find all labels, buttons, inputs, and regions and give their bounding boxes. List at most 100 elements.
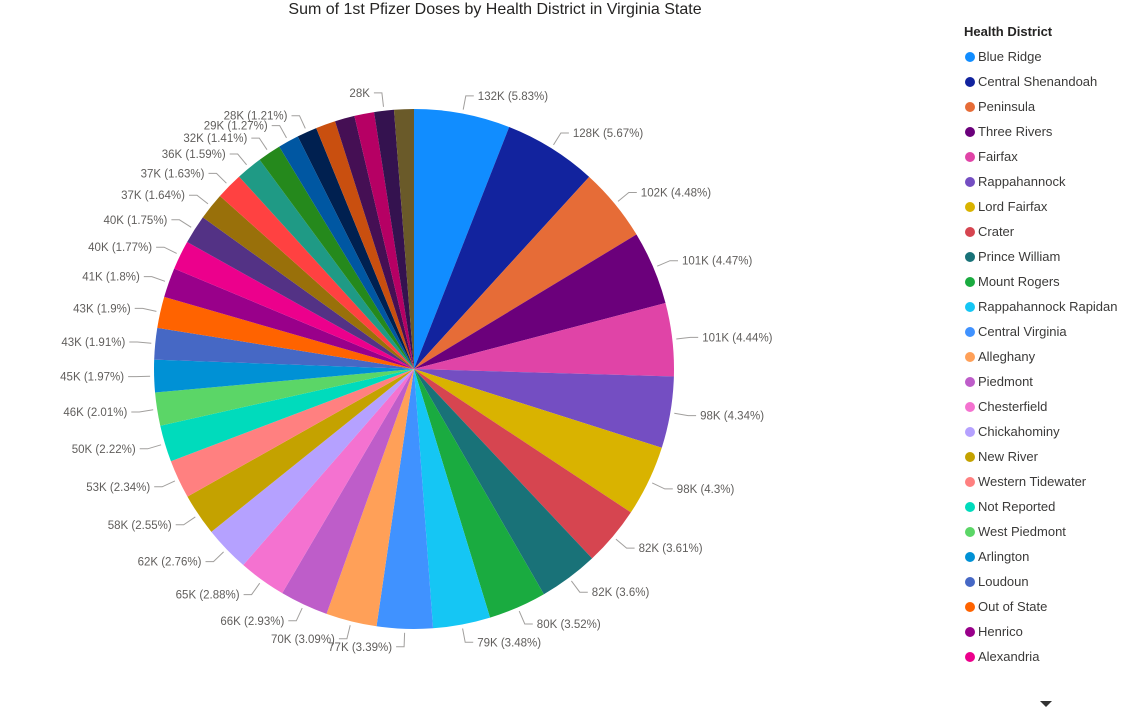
pie-slice[interactable] — [393, 108, 414, 369]
legend-label: Central Shenandoah — [978, 74, 1098, 89]
legend-item[interactable]: Out of State — [962, 594, 1129, 619]
legend-item[interactable]: Central Shenandoah — [962, 69, 1129, 94]
pie-slice[interactable] — [414, 369, 544, 618]
legend-label: Mount Rogers — [978, 274, 1060, 289]
legend-item[interactable]: Rappahannock — [962, 169, 1129, 194]
leader-line — [288, 607, 303, 622]
data-label: 37K (1.63%) — [141, 168, 205, 180]
data-label: 70K (3.09%) — [271, 634, 335, 646]
pie-slice[interactable] — [414, 369, 674, 448]
legend-swatch-icon — [965, 451, 975, 462]
legend-item[interactable]: Loudoun — [962, 569, 1129, 594]
pie-slice[interactable] — [414, 303, 674, 377]
pie-slice[interactable] — [374, 109, 414, 370]
legend-item[interactable]: Not Reported — [962, 494, 1129, 519]
leader-line — [175, 516, 196, 526]
data-label: 53K (2.34%) — [86, 482, 150, 494]
data-label: 77K (3.39%) — [328, 642, 392, 654]
data-label: 101K (4.47%) — [682, 256, 752, 268]
pie-slice[interactable] — [316, 121, 414, 370]
legend-label: Peninsula — [978, 99, 1036, 114]
data-label: 50K (2.22%) — [72, 444, 136, 456]
leader-line — [570, 580, 588, 593]
legend-item[interactable]: Blue Ridge — [962, 44, 1129, 69]
pie-slice[interactable] — [414, 127, 590, 369]
pie-slice[interactable] — [414, 369, 491, 629]
legend-item[interactable]: Prince William — [962, 244, 1129, 269]
legend-label: Fairfax — [978, 149, 1018, 164]
pie-slice[interactable] — [174, 242, 414, 369]
pie-slice[interactable] — [279, 136, 414, 369]
leader-line — [615, 538, 635, 549]
legend-scroll-down-icon[interactable] — [1040, 701, 1052, 707]
legend-item[interactable]: Chickahominy — [962, 419, 1129, 444]
pie-slice[interactable] — [202, 195, 414, 369]
data-label: 98K (4.34%) — [700, 411, 764, 423]
legend-item[interactable]: Henrico — [962, 619, 1129, 644]
leader-line — [154, 480, 176, 488]
pie-slice[interactable] — [211, 369, 414, 566]
legend-swatch-icon — [965, 151, 975, 162]
data-label: 66K (2.93%) — [220, 616, 284, 628]
leader-line — [396, 632, 406, 648]
legend-item[interactable]: Alexandria — [962, 644, 1129, 669]
legend-item[interactable]: Chesterfield — [962, 394, 1129, 419]
pie-slice[interactable] — [259, 146, 414, 369]
pie-slice[interactable] — [414, 109, 510, 369]
legend-item[interactable]: Lord Fairfax — [962, 194, 1129, 219]
pie-slice[interactable] — [335, 115, 414, 370]
legend-swatch-icon — [965, 226, 975, 237]
data-label: 65K (2.88%) — [176, 590, 240, 602]
pie-slice[interactable] — [414, 369, 593, 595]
pie-slice[interactable] — [297, 128, 414, 369]
legend-swatch-icon — [965, 51, 975, 62]
pie-slice[interactable] — [164, 268, 414, 369]
pie-slice[interactable] — [354, 112, 414, 369]
legend-item[interactable]: Western Tidewater — [962, 469, 1129, 494]
legend-item[interactable]: Arlington — [962, 544, 1129, 569]
pie-slice[interactable] — [326, 369, 414, 627]
legend-label: Blue Ridge — [978, 49, 1042, 64]
pie-slice[interactable] — [243, 369, 414, 594]
leader-line — [139, 444, 162, 450]
pie-slice[interactable] — [219, 176, 414, 369]
legend-item[interactable]: Three Rivers — [962, 119, 1129, 144]
pie-slice[interactable] — [187, 369, 414, 532]
pie-slice[interactable] — [239, 159, 414, 369]
pie-slice[interactable] — [155, 369, 414, 426]
legend-label: Rappahannock — [978, 174, 1066, 189]
pie-slice[interactable] — [160, 369, 414, 462]
legend-item[interactable]: New River — [962, 444, 1129, 469]
leader-line — [156, 246, 177, 254]
data-label: 29K (1.27%) — [204, 121, 268, 133]
pie-slice[interactable] — [170, 369, 414, 497]
pie-slice[interactable] — [154, 327, 415, 369]
legend-item[interactable]: Mount Rogers — [962, 269, 1129, 294]
legend-item[interactable]: Peninsula — [962, 94, 1129, 119]
pie-slice[interactable] — [187, 217, 414, 369]
data-label: 40K (1.75%) — [103, 215, 167, 227]
legend-item[interactable]: Crater — [962, 219, 1129, 244]
pie-slice[interactable] — [414, 369, 631, 559]
data-label: 98K (4.3%) — [677, 484, 735, 496]
pie-slice[interactable] — [282, 369, 414, 614]
legend-item[interactable]: Fairfax — [962, 144, 1129, 169]
pie-slice[interactable] — [414, 176, 637, 369]
leader-line — [676, 336, 699, 340]
legend-item[interactable]: Central Virginia — [962, 319, 1129, 344]
pie-slice[interactable] — [376, 369, 434, 629]
data-label: 37K (1.64%) — [121, 190, 185, 202]
legend-item[interactable]: Piedmont — [962, 369, 1129, 394]
legend-item[interactable]: Rappahannock Rapidan — [962, 294, 1129, 319]
pie-slice[interactable] — [157, 296, 414, 369]
legend-item[interactable]: Alleghany — [962, 344, 1129, 369]
legend-item[interactable]: West Piedmont — [962, 519, 1129, 544]
data-label: 128K (5.67%) — [573, 128, 643, 140]
chart-title: Sum of 1st Pfizer Doses by Health Distri… — [288, 1, 702, 18]
pie-slice[interactable] — [414, 234, 666, 369]
leader-line — [657, 260, 678, 267]
pie-slice[interactable] — [414, 369, 662, 513]
pie-slice[interactable] — [154, 359, 414, 393]
legend-label: Piedmont — [978, 374, 1033, 389]
legend-swatch-icon — [965, 626, 975, 637]
